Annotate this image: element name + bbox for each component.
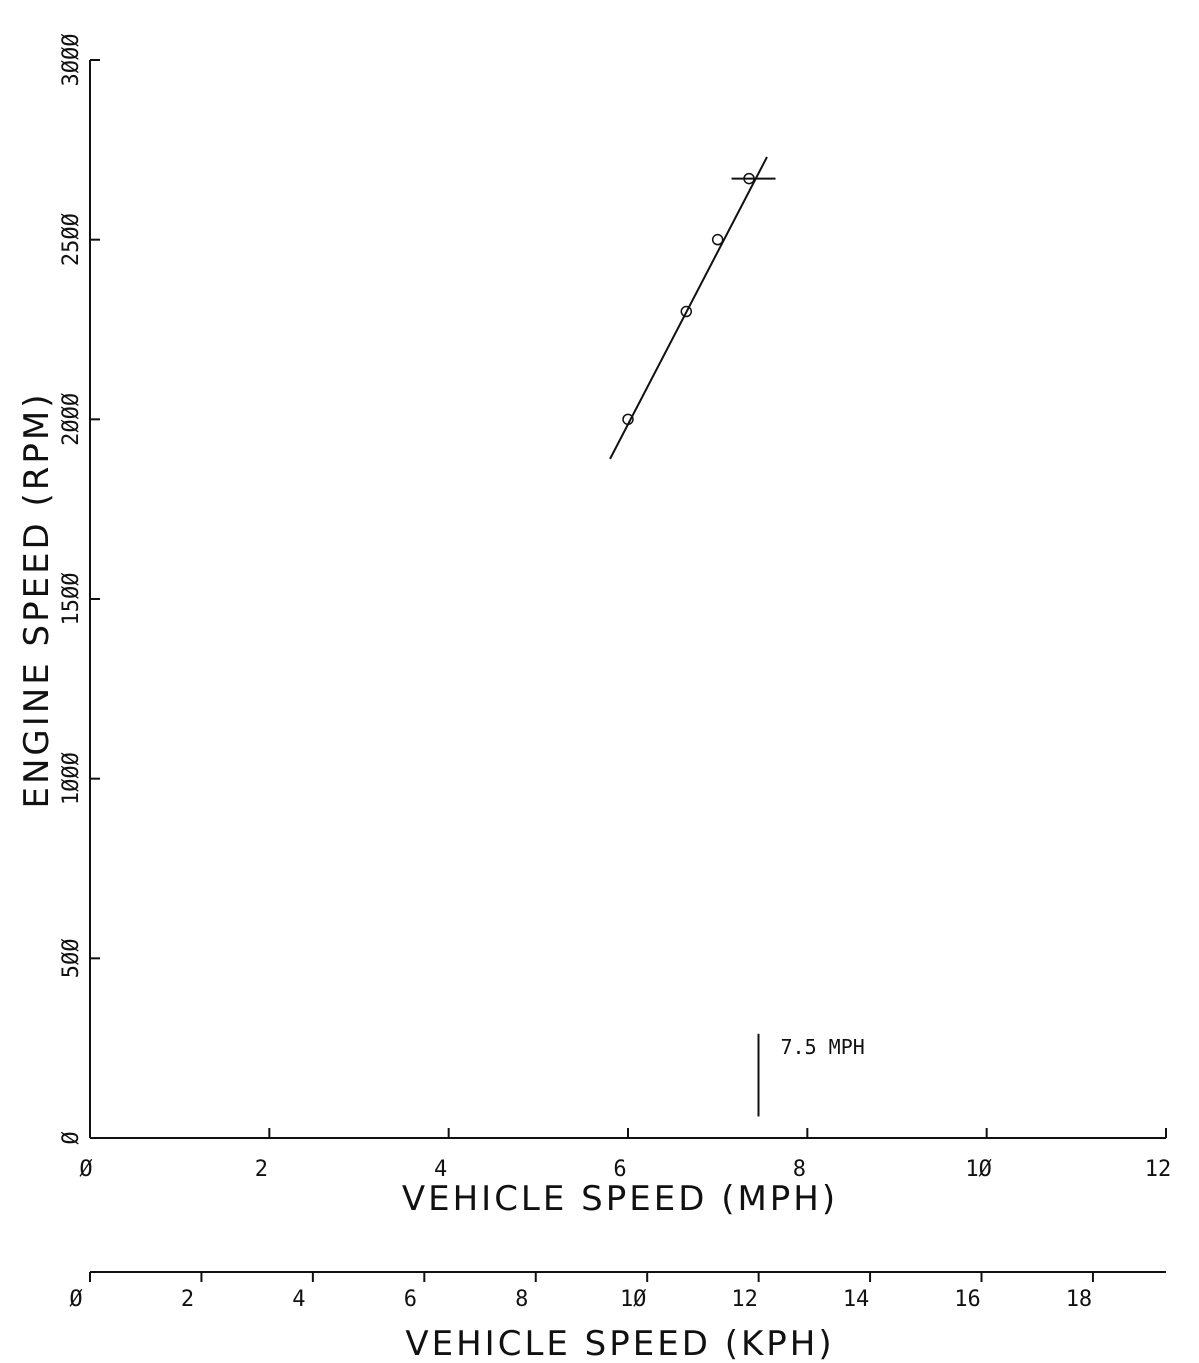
secondary-x-tick-label: 14 <box>843 1287 870 1312</box>
secondary-x-tick-label: 2 <box>181 1287 194 1312</box>
x-tick-label: 8 <box>793 1157 806 1182</box>
x-axis-title: VEHICLE SPEED (MPH) <box>402 1179 838 1219</box>
y-tick-label: 5ØØ <box>59 938 84 978</box>
secondary-x-tick-label: 12 <box>731 1287 758 1312</box>
data-point <box>680 305 693 318</box>
secondary-x-tick-label: 4 <box>292 1287 305 1312</box>
secondary-x-tick-label: Ø <box>69 1287 82 1312</box>
secondary-x-tick-label: 18 <box>1066 1287 1093 1312</box>
x-tick-label: 2 <box>255 1157 268 1182</box>
data-point <box>711 233 724 246</box>
y-tick-label: 25ØØ <box>59 213 84 266</box>
secondary-x-tick-label: 1Ø <box>620 1287 647 1312</box>
secondary-x-tick-label: 6 <box>404 1287 417 1312</box>
x-tick-label: 6 <box>613 1157 626 1182</box>
marks-group: 7.5 MPH <box>609 156 865 1117</box>
data-point <box>622 413 634 426</box>
x-tick-label: 12 <box>1145 1157 1172 1182</box>
secondary-x-axis-title: VEHICLE SPEED (KPH) <box>405 1324 834 1363</box>
annotation-label: 7.5 MPH <box>781 1035 865 1059</box>
y-tick-label: Ø <box>59 1131 84 1144</box>
axes-group: Ø 2 4 6 8 1Ø 12 Ø 5ØØ 1ØØØ 15ØØ 2ØØØ 25ØØ 3ØØØ Ø 2 4 6 8 1Ø… <box>59 34 1171 1312</box>
y-tick-label: 3ØØØ <box>59 34 84 87</box>
secondary-x-tick-label: 8 <box>515 1287 528 1312</box>
y-tick-label: 1ØØØ <box>59 752 84 805</box>
y-axis-title: ENGINE SPEED (RPM) <box>17 391 57 808</box>
secondary-x-tick-label: 16 <box>954 1287 981 1312</box>
x-tick-label: 4 <box>434 1157 447 1182</box>
x-tick-label: 1Ø <box>965 1157 992 1182</box>
y-tick-label: 2ØØØ <box>59 393 84 446</box>
y-tick-label: 15ØØ <box>59 573 84 626</box>
x-tick-label: Ø <box>79 1157 92 1182</box>
fit-line <box>609 156 768 460</box>
